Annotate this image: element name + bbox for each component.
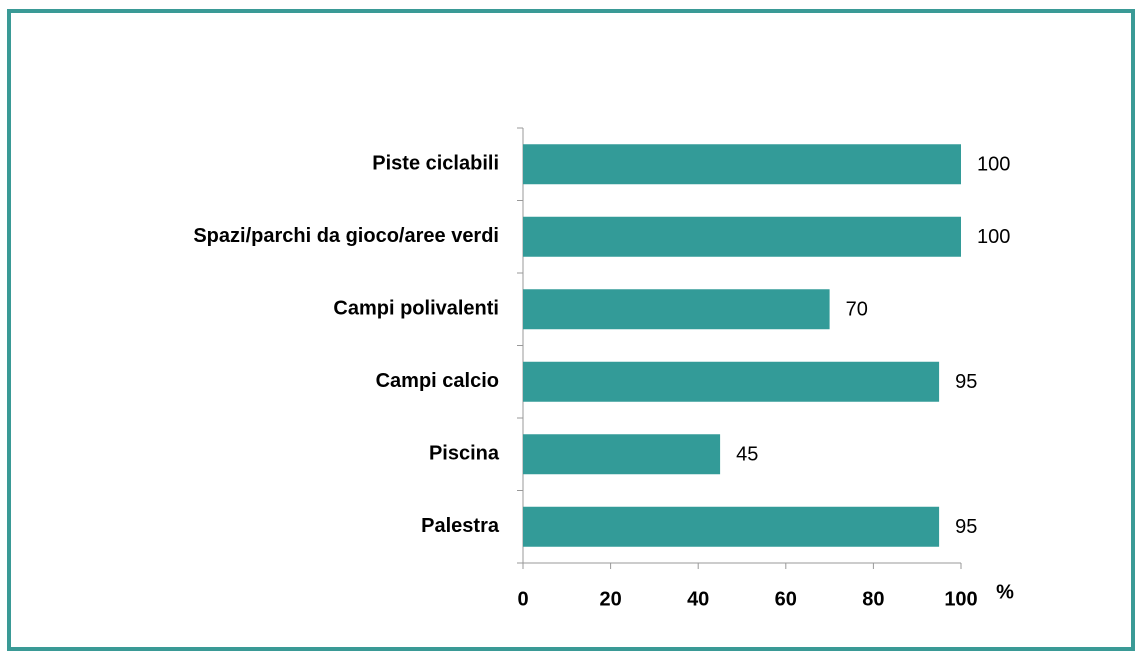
frame <box>7 9 1135 651</box>
y-tick-label: Piste ciclabili <box>372 153 499 175</box>
x-tick-label: 0 <box>517 588 528 610</box>
bar <box>523 361 940 402</box>
x-tick-label: 100 <box>944 588 977 610</box>
y-tick-label: Campi polivalenti <box>333 298 499 320</box>
bar <box>523 506 940 547</box>
x-tick-label: 60 <box>775 588 797 610</box>
data-label: 100 <box>977 226 1010 248</box>
y-tick-label: Campi calcio <box>376 370 499 392</box>
x-tick-label: 40 <box>687 588 709 610</box>
data-label: 70 <box>846 299 868 321</box>
y-tick-label: Spazi/parchi da gioco/aree verdi <box>193 225 499 247</box>
data-label: 100 <box>977 154 1010 176</box>
x-axis-unit: % <box>996 581 1014 603</box>
x-tick-label: 20 <box>599 588 621 610</box>
bar <box>523 434 721 475</box>
data-label: 95 <box>955 371 977 393</box>
y-tick-label: Palestra <box>421 515 500 537</box>
bar <box>523 144 961 185</box>
bar <box>523 289 830 330</box>
x-tick-label: 80 <box>862 588 884 610</box>
bar <box>523 216 961 257</box>
data-label: 95 <box>955 516 977 538</box>
data-label: 45 <box>736 444 758 466</box>
y-tick-label: Piscina <box>429 443 500 465</box>
